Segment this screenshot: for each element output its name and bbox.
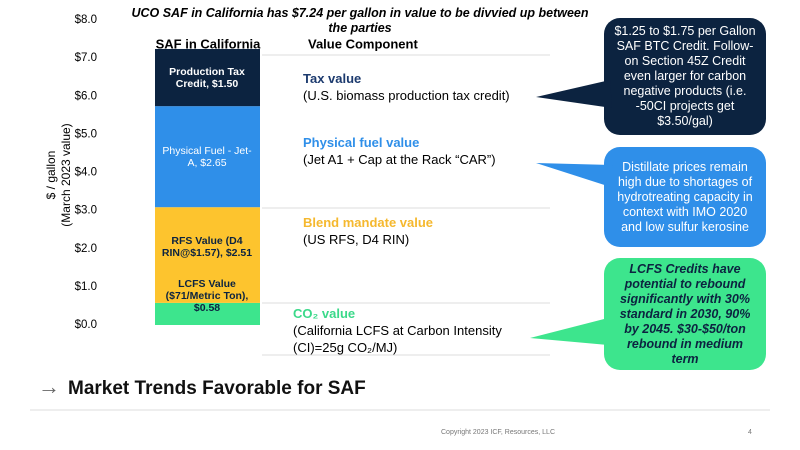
page-number: 4 (748, 429, 752, 436)
callout-tail (530, 318, 608, 345)
value-component: Tax value (U.S. biomass production tax cr… (303, 70, 553, 104)
component-name: Blend mandate value (303, 215, 434, 230)
component-name: CO₂ value (293, 306, 356, 321)
y-tick-label: $5.0 (75, 128, 97, 140)
y-tick-label: $0.0 (75, 319, 97, 331)
value-component: Physical fuel value (Jet A1 + Cap at the … (303, 134, 553, 168)
y-tick-label: $8.0 (75, 14, 97, 26)
bar-segment (155, 207, 260, 303)
bar-header: SAF in California (156, 36, 262, 51)
callout-tail (536, 163, 620, 190)
segment-label: RFS Value (D4 RIN@$1.57), $2.51 (161, 235, 253, 260)
component-detail: (U.S. biomass production tax credit) (303, 88, 510, 103)
separators (30, 54, 770, 411)
y-tick-label: $3.0 (75, 205, 97, 217)
y-tick-label: $1.0 (75, 281, 97, 293)
callout-tail (536, 80, 612, 108)
component-name: Physical fuel value (303, 135, 420, 150)
component-detail: (California LCFS at Carbon Intensity (CI… (293, 323, 502, 355)
callout-bubble (604, 18, 766, 135)
segment-label: Production Tax Credit, $1.50 (169, 65, 245, 90)
component-name: Tax value (303, 71, 362, 86)
bar-segment (155, 48, 260, 107)
callout-bubble (604, 147, 766, 247)
y-axis-title: $ / gallon(March 2023 value) (44, 123, 73, 226)
y-tick-label: $2.0 (75, 243, 97, 255)
segment-label: LCFS Value ($71/Metric Ton), $0.58 (165, 277, 249, 314)
component-detail: (Jet A1 + Cap at the Rack “CAR”) (303, 152, 496, 167)
callout-text: $1.25 to $1.75 per Gallon SAF BTC Credit… (614, 24, 756, 128)
callout-text: LCFS Credits have potential to rebound s… (619, 261, 751, 366)
callout-bubble (604, 258, 766, 370)
value-component: CO₂ value (California LCFS at Carbon Inte… (293, 305, 533, 356)
callout-text: Distillate prices remain high due to sho… (617, 159, 753, 234)
y-tick-label: $7.0 (75, 52, 97, 64)
component-header: Value Component (308, 36, 418, 51)
value-component: Blend mandate value (US RFS, D4 RIN) (303, 214, 553, 248)
bar-segment (155, 106, 260, 208)
component-detail: (US RFS, D4 RIN) (303, 232, 410, 247)
copyright: Copyright 2023 ICF, Resources, LLC (441, 429, 555, 436)
footer-heading: Market Trends Favorable for SAF (68, 378, 366, 399)
segment-label: Physical Fuel - Jet-A, $2.65 (162, 144, 252, 169)
arrow-icon: → (38, 374, 60, 399)
bar-segment (155, 302, 260, 325)
chart-title: UCO SAF in California has $7.24 per gall… (131, 6, 589, 35)
y-tick-label: $4.0 (75, 167, 97, 179)
y-axis-title-line: $ / gallon (44, 151, 58, 200)
y-axis-title-line: (March 2023 value) (59, 123, 73, 226)
y-tick-label: $6.0 (75, 90, 97, 102)
